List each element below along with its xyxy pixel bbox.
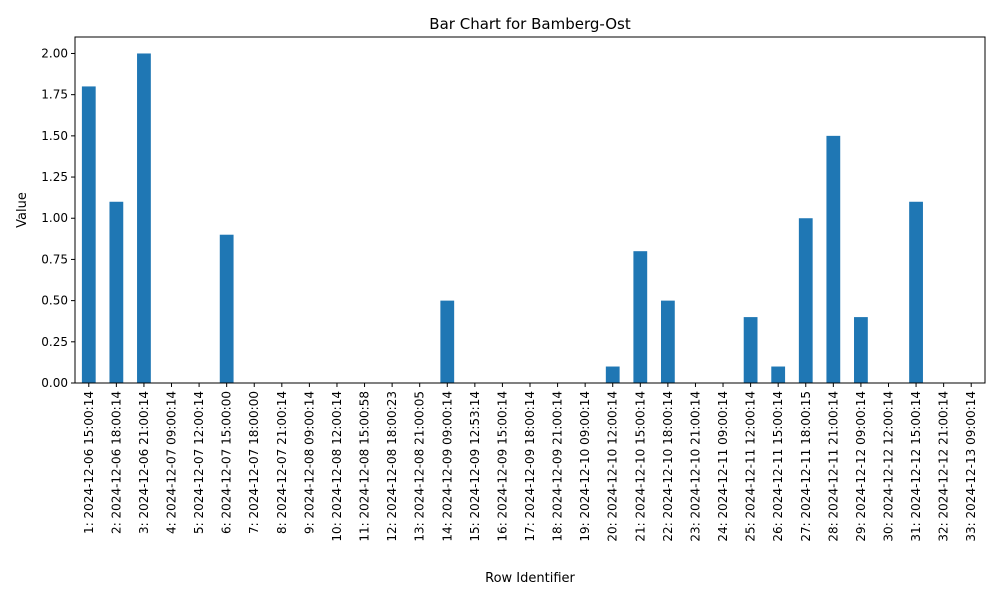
x-tick-label: 19: 2024-12-10 09:00:14 bbox=[578, 391, 592, 542]
x-tick-label: 26: 2024-12-11 15:00:14 bbox=[771, 391, 785, 542]
x-tick-label: 33: 2024-12-13 09:00:14 bbox=[964, 391, 978, 542]
bar-20 bbox=[605, 366, 620, 383]
x-tick-label: 6: 2024-12-07 15:00:00 bbox=[220, 391, 234, 534]
x-tick-label: 32: 2024-12-12 21:00:14 bbox=[937, 391, 951, 542]
x-tick-label: 21: 2024-12-10 15:00:14 bbox=[633, 391, 647, 542]
x-tick-label: 9: 2024-12-08 09:00:14 bbox=[302, 391, 316, 534]
x-tick-label: 14: 2024-12-09 09:00:14 bbox=[440, 391, 454, 542]
x-tick-label: 20: 2024-12-10 12:00:14 bbox=[606, 391, 620, 542]
y-tick-label: 1.50 bbox=[41, 129, 68, 143]
x-tick-label: 1: 2024-12-06 15:00:14 bbox=[82, 391, 96, 534]
bar-26 bbox=[771, 366, 786, 383]
bar-21 bbox=[633, 251, 648, 383]
y-tick-label: 0.00 bbox=[41, 376, 68, 390]
bar-29 bbox=[854, 317, 868, 383]
x-tick-label: 5: 2024-12-07 12:00:14 bbox=[192, 391, 206, 534]
bars-group bbox=[81, 53, 923, 383]
bar-14 bbox=[440, 300, 455, 383]
y-tick-label: 2.00 bbox=[41, 46, 68, 60]
x-tick-label: 4: 2024-12-07 09:00:14 bbox=[165, 391, 179, 534]
bar-1 bbox=[81, 86, 96, 383]
bar-25 bbox=[743, 317, 758, 383]
x-tick-label: 13: 2024-12-08 21:00:05 bbox=[413, 391, 427, 542]
y-tick-label: 1.00 bbox=[41, 211, 68, 225]
plot-frame bbox=[74, 36, 986, 384]
chart-title: Bar Chart for Bamberg-Ost bbox=[429, 15, 631, 33]
x-tick-label: 30: 2024-12-12 12:00:14 bbox=[881, 391, 895, 542]
x-axis-title: Row Identifier bbox=[485, 571, 575, 586]
y-tick-label: 0.75 bbox=[41, 252, 68, 266]
x-axis: 1: 2024-12-06 15:00:14 2: 2024-12-06 18:0… bbox=[82, 383, 978, 542]
x-tick-label: 2: 2024-12-06 18:00:14 bbox=[109, 391, 123, 534]
x-tick-label: 3: 2024-12-06 21:00:14 bbox=[137, 391, 151, 534]
y-tick-label: 1.25 bbox=[41, 170, 68, 184]
bar-2 bbox=[109, 201, 124, 383]
bar-31 bbox=[909, 201, 923, 383]
y-tick-label: 0.25 bbox=[41, 335, 68, 349]
y-axis: 0.00 0.25 0.50 0.75 1.00 1.25 1.50 1.75 2.00 bbox=[41, 46, 75, 390]
x-tick-label: 22: 2024-12-10 18:00:14 bbox=[661, 391, 675, 542]
x-tick-label: 16: 2024-12-09 15:00:14 bbox=[495, 391, 509, 542]
bar-3 bbox=[137, 53, 151, 383]
x-tick-label: 10: 2024-12-08 12:00:14 bbox=[330, 391, 344, 542]
x-tick-label: 11: 2024-12-08 15:00:58 bbox=[358, 391, 372, 542]
x-tick-label: 15: 2024-12-09 12:53:14 bbox=[468, 391, 482, 542]
x-tick-label: 8: 2024-12-07 21:00:14 bbox=[275, 391, 289, 534]
x-tick-label: 29: 2024-12-12 09:00:14 bbox=[854, 391, 868, 542]
x-tick-label: 12: 2024-12-08 18:00:23 bbox=[385, 391, 399, 542]
x-tick-label: 23: 2024-12-10 21:00:14 bbox=[688, 391, 702, 542]
y-tick-label: 1.75 bbox=[41, 88, 68, 102]
bar-28 bbox=[826, 135, 841, 383]
x-tick-label: 17: 2024-12-09 18:00:14 bbox=[523, 391, 537, 542]
x-tick-label: 24: 2024-12-11 09:00:14 bbox=[716, 391, 730, 542]
bar-6 bbox=[219, 234, 234, 383]
x-tick-label: 25: 2024-12-11 12:00:14 bbox=[744, 391, 758, 542]
y-tick-label: 0.50 bbox=[41, 294, 68, 308]
bar-27 bbox=[798, 218, 813, 383]
x-tick-label: 28: 2024-12-11 21:00:14 bbox=[826, 391, 840, 542]
x-tick-label: 31: 2024-12-12 15:00:14 bbox=[909, 391, 923, 542]
y-axis-title: Value bbox=[15, 192, 30, 228]
x-tick-label: 18: 2024-12-09 21:00:14 bbox=[551, 391, 565, 542]
bar-22 bbox=[660, 300, 675, 383]
x-tick-label: 7: 2024-12-07 18:00:00 bbox=[247, 391, 261, 534]
x-tick-label: 27: 2024-12-11 18:00:15 bbox=[799, 391, 813, 542]
